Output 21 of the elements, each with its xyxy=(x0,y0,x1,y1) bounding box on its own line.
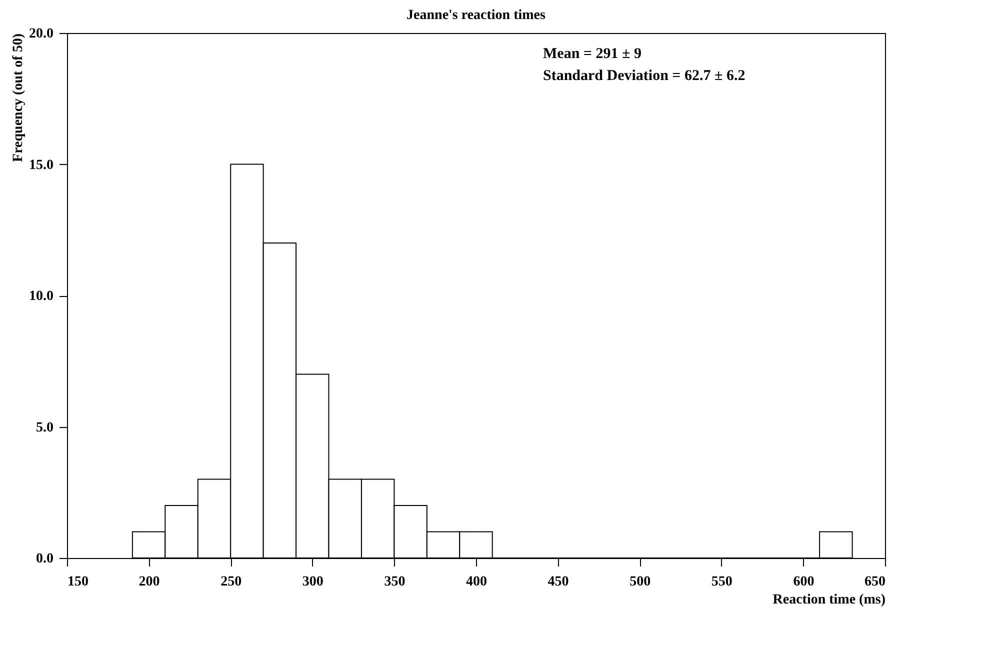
chart-title: Jeanne's reaction times xyxy=(406,8,546,23)
x-tick-label: 400 xyxy=(466,574,487,590)
x-tick-label: 550 xyxy=(711,574,732,590)
x-tick-label: 500 xyxy=(630,574,651,590)
x-tick-label: 650 xyxy=(864,574,886,590)
x-tick-label: 150 xyxy=(68,574,88,590)
annotation: Mean = 291 ± 9 xyxy=(543,46,642,62)
y-tick-label: 5.0 xyxy=(36,420,54,436)
x-tick-label: 450 xyxy=(548,574,569,590)
annotation: Standard Deviation = 62.7 ± 6.2 xyxy=(543,68,746,84)
x-tick-label: 350 xyxy=(384,574,406,590)
y-axis-title: Frequency (out of 50) xyxy=(11,33,26,162)
x-tick-label: 250 xyxy=(220,574,242,590)
x-axis-title: Reaction time (ms) xyxy=(772,592,886,608)
y-tick-label: 0.0 xyxy=(36,552,54,566)
x-tick-label: 600 xyxy=(793,574,814,590)
x-tick-label: 200 xyxy=(138,574,160,590)
x-tick-label: 300 xyxy=(302,574,324,590)
y-tick-label: 15.0 xyxy=(29,158,54,173)
y-tick-label: 20.0 xyxy=(29,26,54,42)
y-tick-label: 10.0 xyxy=(29,289,54,304)
